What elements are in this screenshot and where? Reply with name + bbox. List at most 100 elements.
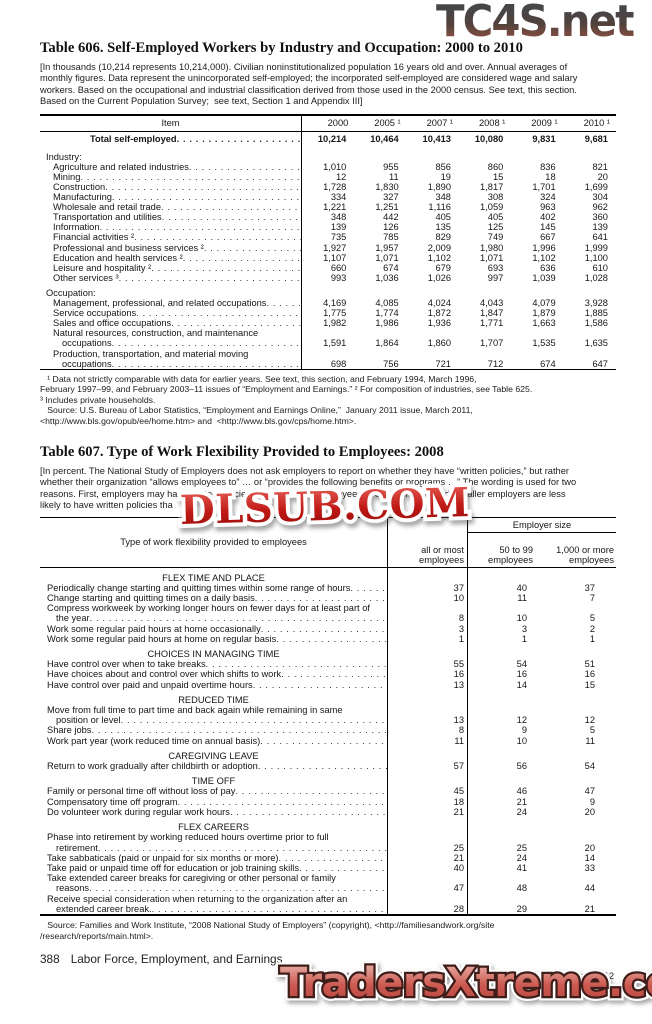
table607-source: Source: Families and Work Institute, “20… xyxy=(40,919,495,941)
row-label: Have control over paid and unpaid overti… xyxy=(47,679,253,690)
row-label: Compensatory time off program xyxy=(47,796,178,807)
cell-value: 16 xyxy=(388,669,468,680)
cell-value: 1,996 xyxy=(532,242,556,253)
section-heading: Occupation: xyxy=(40,282,302,299)
cell-value: 4,024 xyxy=(427,298,451,309)
empty-cell xyxy=(468,746,538,761)
year-column-headers: 2000 2005 ¹ 2007 ¹ 2008 ¹ 2009 ¹ 2010 ¹ xyxy=(302,116,616,131)
dot-leader xyxy=(266,298,301,308)
dot-leader xyxy=(255,593,387,603)
section-heading-row: Occupation: xyxy=(40,282,616,299)
row-label-line2-wrap: occupations xyxy=(53,359,301,369)
cell-value: 1,936 xyxy=(427,318,451,329)
cell-value: 1,102 xyxy=(532,252,556,263)
cell-value: 735 xyxy=(330,232,347,243)
cell-value: 1 xyxy=(388,633,468,645)
table-row: Financial activities ² 735 785 829 749 667 641 xyxy=(40,232,616,243)
watermark-text: TC4S.net xyxy=(434,0,638,47)
row-label: Work some regular paid hours at home occ… xyxy=(47,623,261,634)
footer-left: 388 Labor Force, Employment, and Earning… xyxy=(40,952,616,966)
cell-value: 8 xyxy=(388,603,468,624)
row-label-line2-wrap: reasons xyxy=(47,883,387,893)
row-label-cell: Information xyxy=(40,222,302,233)
section-heading: TIME OFF xyxy=(40,771,388,787)
row-label: Manufacturing xyxy=(53,192,112,203)
table-row: Compress workweek by working longer hour… xyxy=(40,603,616,624)
section-heading-row: CHOICES IN MANAGING TIME xyxy=(40,644,616,660)
row-label-cell: Education and health services ² xyxy=(40,252,302,263)
cell-value: 11 xyxy=(517,593,527,604)
table-row: Production, transportation, and material… xyxy=(40,348,616,369)
cell-value: 360 xyxy=(592,212,608,223)
empty-cell xyxy=(511,283,563,298)
cell-value: 12 xyxy=(335,171,347,182)
dot-leader xyxy=(235,786,387,796)
row-label-wrap: Manufacturing xyxy=(53,192,301,202)
table-row: Work some regular paid hours at home on … xyxy=(40,633,616,645)
group-header-employer-size: Employer size xyxy=(468,518,616,533)
cell-value: 1,847 xyxy=(480,308,504,319)
dot-leader xyxy=(178,797,387,807)
cell-value: 1,774 xyxy=(375,308,399,319)
dot-leader xyxy=(253,680,387,690)
empty-cell xyxy=(564,283,616,298)
cell-value: 1,028 xyxy=(584,272,608,283)
dot-leader xyxy=(91,725,387,735)
year-header: 2005 ¹ xyxy=(374,118,401,129)
empty-cell xyxy=(468,568,538,583)
cell-value: 1,999 xyxy=(584,242,608,253)
cell-value: 1,100 xyxy=(584,252,608,263)
table-row: Take extended career breaks for caregivi… xyxy=(40,873,616,894)
cell-value: 41 xyxy=(516,862,527,873)
dot-leader xyxy=(204,243,301,253)
dot-leader xyxy=(171,318,301,328)
cell-value: 829 xyxy=(435,232,451,243)
row-label-cell: Total self-employed xyxy=(40,131,302,147)
year-header: 2009 ¹ xyxy=(531,118,558,129)
cell-value: 327 xyxy=(383,192,399,203)
cell-value: 1,927 xyxy=(323,242,347,253)
dot-leader xyxy=(89,883,387,893)
row-label-cell: Take extended career breaks for caregivi… xyxy=(40,873,388,894)
row-label-line1: Take extended career breaks for caregivi… xyxy=(47,873,336,884)
dot-leader xyxy=(189,162,301,172)
dot-leader xyxy=(152,904,387,914)
row-label-cell: Service occupations xyxy=(40,308,302,319)
cell-value: 962 xyxy=(592,202,608,213)
cell-value: 125 xyxy=(487,222,504,233)
row-label-cell: Other services ³ xyxy=(40,272,302,283)
row-label-wrap: Work some regular paid hours at home on … xyxy=(47,634,387,644)
cell-value: 10 xyxy=(516,735,527,746)
cell-value: 40 xyxy=(388,862,468,874)
row-label-wrap: Education and health services ² xyxy=(53,253,301,263)
table-row: Work part year (work reduced time on ann… xyxy=(40,735,616,746)
cell-value: 1,586 xyxy=(584,318,608,329)
section-heading-row: CAREGIVING LEAVE xyxy=(40,745,616,762)
cell-value: 1,116 xyxy=(428,202,451,213)
cell-value: 334 xyxy=(330,192,347,203)
cell-value: 2 xyxy=(589,623,595,634)
cell-value: 1,860 xyxy=(427,338,451,349)
empty-cell xyxy=(538,568,616,583)
section-heading: CAREGIVING LEAVE xyxy=(40,745,388,762)
cell-value: 21 xyxy=(388,806,468,818)
cell-value: 821 xyxy=(592,161,608,172)
row-label-cell: Receive special consideration when retur… xyxy=(40,893,388,914)
cell-value: 1,701 xyxy=(532,182,556,192)
row-label-cell: Phase into retirement by working reduced… xyxy=(40,832,388,853)
dot-leader xyxy=(299,863,387,873)
row-label-cell: Production, transportation, and material… xyxy=(40,348,302,369)
cell-value: 29 xyxy=(516,903,527,914)
cell-value: 1,771 xyxy=(480,318,504,329)
cell-value: 785 xyxy=(383,232,399,243)
table607-section: Table 607. Type of Work Flexibility Prov… xyxy=(40,444,616,941)
cell-value: 1,982 xyxy=(323,318,347,329)
table-row: Have choices about and control over whic… xyxy=(40,669,616,680)
empty-cell xyxy=(388,644,468,660)
dot-leader xyxy=(112,359,301,369)
table606-footnotes: ¹ Data not strictly comparable with data… xyxy=(40,373,533,427)
row-label-line1: Move from full time to part time and bac… xyxy=(47,705,343,716)
row-label-wrap: Management, professional, and related oc… xyxy=(53,298,301,308)
row-label-line1: Natural resources, construction, and mai… xyxy=(53,328,259,339)
column-header-50-to-99: 50 to 99 employees xyxy=(488,544,533,565)
